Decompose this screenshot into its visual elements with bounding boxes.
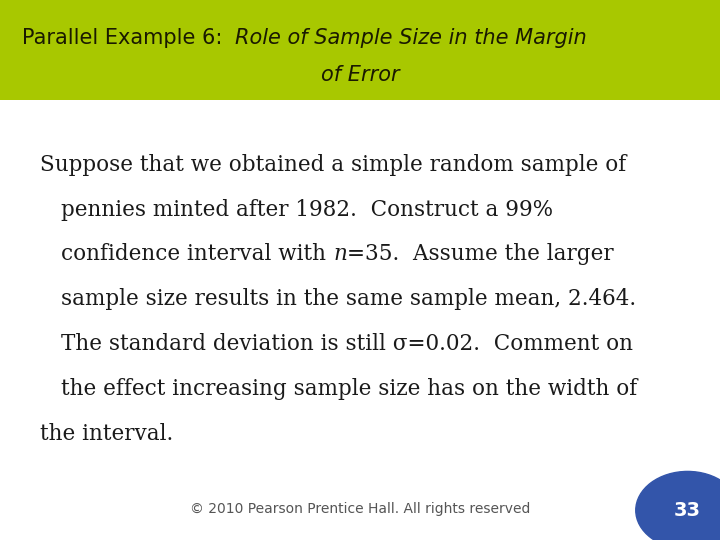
Text: Role of Sample Size in the Margin: Role of Sample Size in the Margin	[235, 28, 587, 48]
Text: Suppose that we obtained a simple random sample of: Suppose that we obtained a simple random…	[40, 154, 626, 176]
Text: confidence interval with: confidence interval with	[61, 244, 333, 265]
Text: Parallel Example 6:: Parallel Example 6:	[22, 28, 235, 48]
Text: of Error: of Error	[320, 65, 400, 85]
Text: the interval.: the interval.	[40, 423, 173, 444]
Circle shape	[636, 471, 720, 540]
Text: sample size results in the same sample mean, 2.464.: sample size results in the same sample m…	[61, 288, 636, 310]
Text: © 2010 Pearson Prentice Hall. All rights reserved: © 2010 Pearson Prentice Hall. All rights…	[190, 502, 530, 516]
Text: n: n	[333, 244, 347, 265]
Text: pennies minted after 1982.  Construct a 99%: pennies minted after 1982. Construct a 9…	[61, 199, 554, 220]
Text: the effect increasing sample size has on the width of: the effect increasing sample size has on…	[61, 378, 637, 400]
Text: The standard deviation is still σ=0.02.  Comment on: The standard deviation is still σ=0.02. …	[61, 333, 633, 355]
Text: 33: 33	[674, 501, 701, 520]
FancyBboxPatch shape	[0, 0, 720, 100]
Text: =35.  Assume the larger: =35. Assume the larger	[347, 244, 613, 265]
